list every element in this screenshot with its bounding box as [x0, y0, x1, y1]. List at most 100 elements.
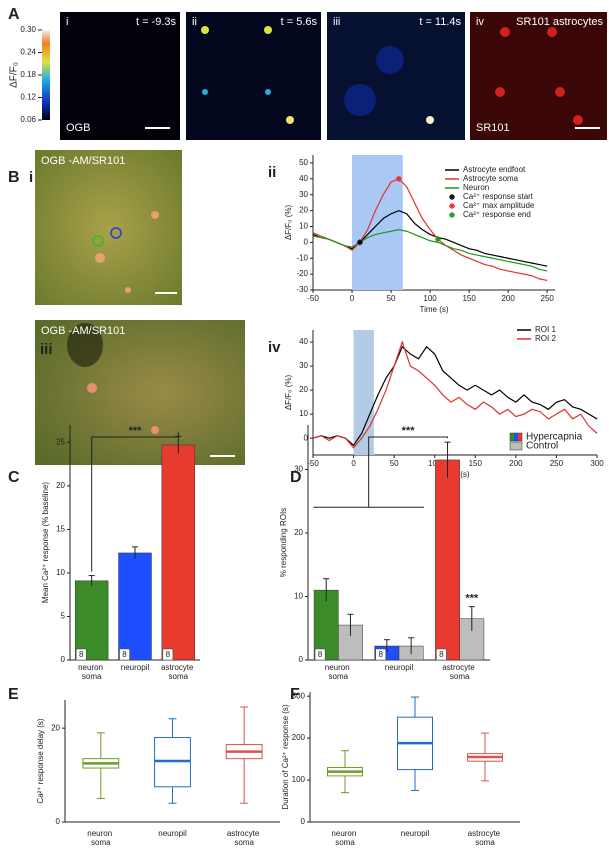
- image-numeral: ii: [192, 16, 197, 28]
- n-box: [436, 648, 447, 661]
- data-line: [312, 340, 598, 449]
- y-tick-label: 0: [304, 433, 309, 442]
- marker: [449, 194, 455, 200]
- n-label: 8: [122, 650, 127, 659]
- y-tick-label: 5: [61, 612, 66, 621]
- x-tick-label: 50: [390, 459, 399, 468]
- colorbar-tick-label: 0.18: [20, 70, 36, 79]
- image-b-i: [35, 150, 182, 305]
- x-tick-label: 150: [469, 459, 483, 468]
- n-box: [375, 648, 386, 661]
- n-label: 8: [379, 650, 384, 659]
- legend-label: Astrocyte soma: [463, 174, 519, 183]
- y-tick-label: 40: [299, 337, 308, 346]
- y-tick-label: 30: [299, 361, 308, 370]
- x-tick-label: 300: [590, 459, 604, 468]
- legend-label: Ca²⁺ max amplitude: [463, 201, 535, 210]
- y-tick-label: -30: [296, 285, 308, 294]
- legend-label: ROI 2: [535, 334, 556, 343]
- y-tick-label: 20: [299, 385, 308, 394]
- legend-swatch-border: [509, 432, 523, 442]
- y-tick-label: 10: [299, 409, 308, 418]
- x-tick-label: neuropil: [401, 829, 430, 838]
- y-tick-label: 20: [56, 481, 65, 490]
- y-tick-label: 10: [56, 568, 65, 577]
- y-tick-label: 200: [292, 733, 306, 742]
- x-tick-label: neuron soma: [325, 663, 352, 681]
- image-spots: [145, 26, 600, 129]
- bar: [161, 444, 196, 661]
- legend-label: Neuron: [463, 183, 489, 192]
- bar: [313, 589, 339, 661]
- y-tick-label: 0: [301, 817, 306, 826]
- image-a-iii: [327, 12, 465, 140]
- n-box: [75, 648, 87, 661]
- y-tick-label: 100: [292, 775, 306, 784]
- n-box: [119, 648, 130, 661]
- panel-label: E: [8, 686, 19, 703]
- x-tick-label: neuron soma: [331, 829, 358, 847]
- panel-label: A: [8, 6, 20, 23]
- y-axis-label: Duration of Ca²⁺ response (s): [281, 704, 290, 809]
- image-numeral: iv: [476, 16, 484, 28]
- y-axis-label: Mean Ca²⁺ response (% baseline): [41, 482, 50, 604]
- y-tick-label: -10: [296, 253, 308, 262]
- chart-numeral: ii: [268, 164, 276, 181]
- stimulus-shade: [353, 330, 374, 455]
- y-tick-label: -20: [296, 269, 308, 278]
- x-tick-label: astrocyte soma: [161, 663, 196, 681]
- panel-label: F: [290, 686, 300, 703]
- data-line: [312, 178, 548, 282]
- image-cells: [67, 211, 235, 457]
- colorbar-tick-label: 0.12: [20, 93, 36, 102]
- legend-swatch: [518, 433, 522, 441]
- x-axis-label: Time (s): [419, 305, 448, 314]
- x-tick-label: astrocyte soma: [227, 829, 262, 847]
- x-tick-label: neuropil: [158, 829, 187, 838]
- legend-label: ROI 1: [535, 325, 556, 334]
- image-caption: t = 5.6s: [281, 16, 318, 28]
- colorbar: [42, 30, 50, 120]
- image-stain: SR101: [476, 122, 510, 134]
- chart-numeral: iv: [268, 339, 281, 356]
- significance-bracket: [313, 436, 449, 508]
- legend-label: Ca²⁺ response start: [463, 192, 534, 201]
- y-tick-label: 50: [299, 158, 308, 167]
- panel-label: C: [8, 469, 20, 486]
- legend-swatch-border: [509, 441, 523, 451]
- panel-label: B: [8, 169, 20, 186]
- y-tick-label: 30: [294, 465, 303, 474]
- y-tick-label: 0: [56, 817, 61, 826]
- y-tick-label: 15: [56, 525, 65, 534]
- y-tick-label: 20: [299, 206, 308, 215]
- image-stain: OGB: [66, 122, 90, 134]
- marker: [449, 203, 455, 209]
- n-label: 8: [439, 650, 444, 659]
- n-label: 8: [318, 650, 323, 659]
- legend-label: Astrocyte endfoot: [463, 165, 526, 174]
- image-a-ii: [186, 12, 321, 140]
- x-tick-label: -50: [307, 294, 319, 303]
- y-tick-label: 10: [299, 222, 308, 231]
- significance-label: ***: [402, 425, 416, 437]
- y-tick-label: 40: [299, 174, 308, 183]
- x-tick-label: 50: [387, 294, 396, 303]
- colorbar-tick-label: 0.24: [20, 48, 36, 57]
- colorbar-tick-label: 0.06: [20, 115, 36, 124]
- significance-label: ***: [465, 593, 479, 605]
- x-tick-label: astrocyte soma: [442, 663, 477, 681]
- legend-label: Control: [526, 441, 558, 452]
- n-label: 8: [79, 650, 84, 659]
- significance-bracket: [91, 432, 179, 572]
- n-box: [162, 648, 174, 661]
- bar: [435, 459, 460, 661]
- bar: [118, 552, 152, 661]
- x-tick-label: 0: [351, 459, 356, 468]
- y-axis-label: % responding ROIs: [279, 508, 288, 577]
- image-numeral: i: [29, 169, 33, 186]
- x-tick-label: 100: [428, 459, 442, 468]
- y-tick-label: 30: [299, 190, 308, 199]
- y-axis-label: ΔF/F₀ (%): [284, 205, 293, 241]
- y-tick-label: 20: [294, 528, 303, 537]
- y-tick-label: 0: [299, 655, 304, 664]
